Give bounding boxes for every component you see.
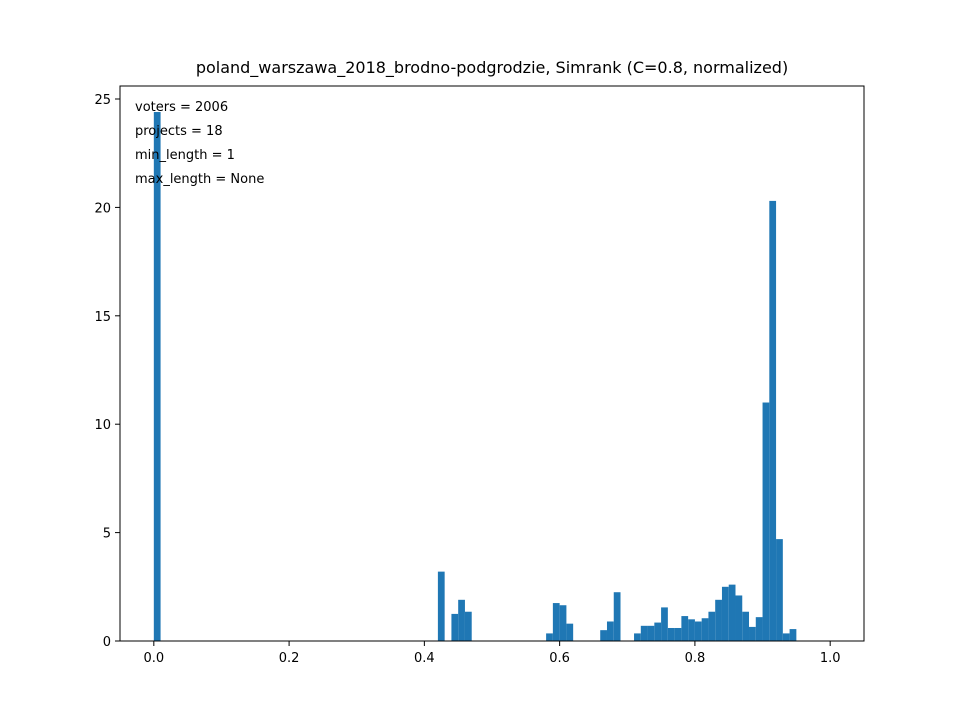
histogram-bar <box>674 627 682 641</box>
histogram-bar <box>606 621 614 641</box>
histogram-bar <box>153 112 161 641</box>
x-tick-label: 0.6 <box>549 651 570 666</box>
histogram-bar <box>735 595 743 641</box>
annotation-line: projects = 18 <box>135 124 223 139</box>
y-tick-label: 15 <box>94 310 111 325</box>
histogram-bar <box>559 605 567 641</box>
histogram-bar <box>728 584 736 641</box>
y-tick-label: 0 <box>103 635 111 650</box>
histogram-bar <box>546 633 553 641</box>
histogram-bar <box>566 623 574 641</box>
histogram-bar <box>762 402 770 641</box>
y-tick-label: 5 <box>103 527 111 542</box>
x-tick-label: 0.0 <box>143 651 164 666</box>
histogram-bar <box>437 571 445 642</box>
histogram-bar <box>742 611 750 641</box>
histogram-bar <box>769 200 777 641</box>
histogram-bar <box>776 539 783 641</box>
histogram-bar <box>688 619 695 641</box>
histogram-bar <box>782 633 790 641</box>
annotation-line: voters = 2006 <box>135 100 228 115</box>
histogram-bar <box>458 599 465 641</box>
chart-title: poland_warszawa_2018_brodno-podgrodzie, … <box>196 58 788 78</box>
histogram-bar <box>634 633 641 641</box>
histogram-bar <box>451 613 459 641</box>
histogram-bar <box>681 616 689 641</box>
y-tick-label: 25 <box>94 93 111 108</box>
plot-frame <box>119 85 865 642</box>
histogram-bar <box>552 603 560 641</box>
annotation-line: min_length = 1 <box>135 148 235 163</box>
histogram-bar <box>721 586 729 641</box>
y-tick-label: 20 <box>94 201 111 216</box>
histogram-bar <box>647 625 655 641</box>
histogram-bar <box>654 622 662 641</box>
axes: 0.0 0.2 0.4 0.6 0.8 1.0 0 5 10 15 20 25 <box>94 85 865 666</box>
x-tick-label: 0.8 <box>685 651 706 666</box>
histogram-bar <box>464 611 472 641</box>
annotation-line: max_length = None <box>135 172 264 187</box>
histogram-bar <box>715 599 722 641</box>
x-tick-label: 1.0 <box>820 651 841 666</box>
histogram-bar <box>667 627 675 641</box>
stats-annotation: voters = 2006 projects = 18 min_length = 1… <box>135 100 264 187</box>
histogram-bar <box>708 611 716 641</box>
x-tick-label: 0.4 <box>414 651 435 666</box>
histogram-bar <box>661 607 668 641</box>
x-tick-label: 0.2 <box>279 651 300 666</box>
histogram-bar <box>749 626 756 641</box>
histogram-bar <box>755 617 763 641</box>
histogram-bar <box>694 621 702 641</box>
histogram-bar <box>640 625 648 641</box>
histogram-bar <box>613 592 621 641</box>
y-tick-label: 10 <box>94 418 111 433</box>
histogram-bar <box>600 630 607 641</box>
histogram-bar <box>789 629 797 641</box>
histogram-bar <box>701 618 709 641</box>
histogram-bars <box>153 112 797 642</box>
